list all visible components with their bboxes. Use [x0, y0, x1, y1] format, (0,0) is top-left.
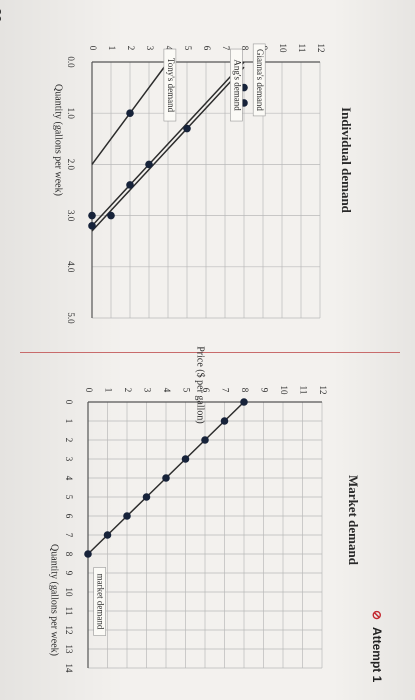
section-divider — [20, 352, 400, 353]
y-tick-label: 3 — [145, 46, 155, 51]
data-point — [84, 550, 92, 558]
x-tick-label: 3 — [64, 457, 74, 462]
data-point — [181, 455, 190, 463]
data-point — [183, 124, 191, 133]
y-tick-label: 11 — [298, 386, 308, 395]
y-tick-label: 8 — [240, 388, 250, 393]
legend-label: Tony's demand — [166, 58, 176, 113]
x-tick-label: 7 — [64, 533, 74, 538]
x-tick-label: 8 — [64, 552, 74, 557]
data-point — [240, 398, 248, 406]
y-tick-label: 11 — [297, 44, 307, 53]
series-line-2 — [91, 66, 245, 232]
y-tick-label: 0 — [84, 388, 94, 393]
x-tick-label: 11 — [64, 607, 74, 616]
x-tick-label: 1 — [64, 419, 74, 424]
legend-label: Ang's demand — [232, 59, 242, 111]
y-tick-label: 5 — [183, 46, 193, 51]
y-tick-label: 9 — [259, 388, 269, 393]
data-point — [88, 222, 96, 230]
legend-box — [93, 567, 106, 636]
y-tick-label: 4 — [164, 46, 174, 51]
series-line-1 — [91, 61, 245, 227]
y-tick-label: 10 — [279, 386, 289, 396]
x-tick-label: 14 — [64, 664, 74, 674]
y-tick-label: 1 — [107, 46, 117, 51]
legend-box — [163, 48, 177, 122]
data-point — [126, 109, 134, 117]
chart-title: Market demand — [346, 475, 361, 566]
data-point — [162, 474, 170, 482]
x-tick-label: 2.0 — [66, 159, 76, 171]
x-tick-label: 0.0 — [66, 56, 76, 68]
y-tick-label: 5 — [181, 388, 191, 393]
y-tick-label: 8 — [240, 46, 250, 51]
x-tick-label: 6 — [64, 514, 74, 519]
x-tick-label: 10 — [64, 588, 74, 598]
data-point — [220, 417, 229, 425]
y-tick-label: 2 — [126, 46, 136, 51]
legend-box — [252, 43, 266, 117]
legend-label: market demand — [96, 574, 106, 630]
chart-title: Individual demand — [339, 107, 354, 214]
x-axis-label: Quantity (gallons per week) — [53, 84, 64, 196]
y-axis-label: Price ($ per gallon) — [195, 346, 206, 423]
y-tick-label: 12 — [316, 44, 326, 53]
x-axis-label: Quantity (gallons per week) — [49, 544, 60, 656]
y-tick-label: 0 — [88, 46, 98, 51]
y-tick-label: 2 — [123, 388, 133, 393]
x-tick-label: 1.0 — [66, 108, 76, 120]
data-point — [88, 211, 96, 220]
x-tick-label: 12 — [64, 626, 74, 635]
data-point — [145, 160, 153, 169]
y-tick-label: 6 — [202, 46, 212, 51]
y-tick-label: 1 — [103, 388, 113, 393]
y-tick-label: 12 — [318, 386, 328, 395]
y-tick-label: 7 — [220, 388, 230, 393]
x-tick-label: 9 — [64, 571, 74, 576]
y-tick-label: 7 — [221, 46, 231, 51]
y-tick-label: 4 — [162, 388, 172, 393]
x-tick-label: 2 — [64, 438, 74, 443]
y-tick-label: 3 — [142, 388, 152, 393]
data-point — [107, 211, 115, 220]
x-tick-label: 4 — [64, 476, 74, 481]
legend-label: Gianna's demand — [255, 49, 265, 111]
legend-box — [230, 48, 243, 122]
x-tick-label: 5 — [64, 495, 74, 500]
x-tick-label: 3.0 — [66, 210, 76, 222]
x-tick-label: 0 — [64, 400, 74, 405]
data-point — [201, 436, 209, 444]
x-tick-label: 4.0 — [66, 261, 76, 273]
y-tick-label: 10 — [278, 44, 288, 54]
x-tick-label: 13 — [64, 645, 74, 655]
y-tick-label: 6 — [201, 388, 211, 393]
data-point — [103, 531, 112, 539]
data-point — [142, 493, 151, 501]
x-tick-label: 5.0 — [66, 312, 76, 324]
data-point — [123, 512, 131, 520]
data-point — [126, 181, 134, 189]
